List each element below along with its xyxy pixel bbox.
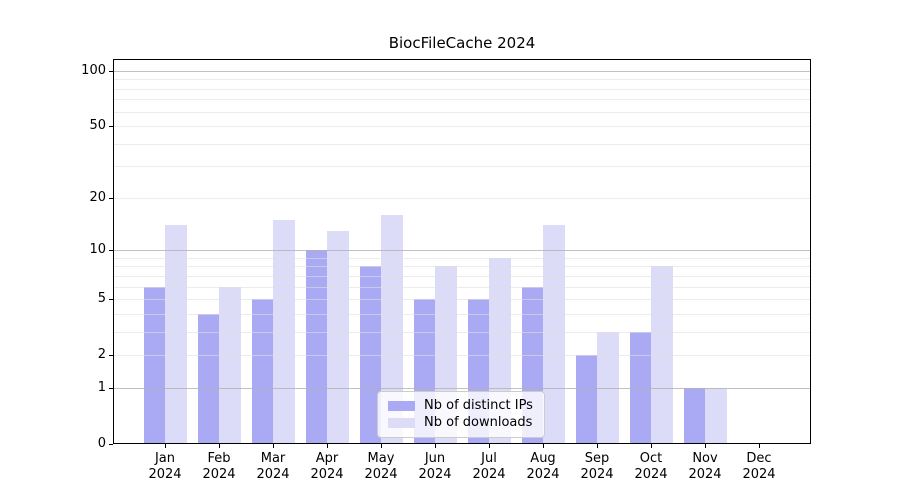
y-tick-mark-100 — [109, 70, 113, 72]
gridline-minor-90 — [113, 79, 811, 81]
gridline-minor-60 — [113, 111, 811, 113]
x-tick-mark-nov — [705, 444, 706, 448]
gridline-minor-5 — [113, 299, 811, 301]
bar-distinct-ips-nov — [683, 387, 705, 444]
y-tick-label-1: 1 — [97, 380, 106, 395]
bar-downloads-aug — [543, 225, 565, 444]
y-tick-label-50: 50 — [89, 118, 106, 134]
legend-item-distinct-ips: Nb of distinct IPs — [378, 397, 544, 414]
y-tick-label-10: 10 — [89, 242, 106, 258]
y-tick-mark-1 — [109, 388, 113, 389]
x-tick-label-jun: Jun 2024 — [418, 451, 452, 482]
x-tick-mark-oct — [651, 444, 652, 448]
y-tick-label-5: 5 — [97, 291, 106, 307]
bar-distinct-ips-jan — [143, 286, 165, 444]
x-tick-mark-dec — [759, 444, 760, 448]
bar-distinct-ips-feb — [197, 313, 219, 444]
x-tick-label-nov: Nov 2024 — [688, 451, 722, 482]
chart-title: BiocFileCache 2024 — [388, 34, 536, 52]
legend-item-downloads: Nb of downloads — [378, 414, 544, 431]
gridline-minor-20 — [113, 197, 811, 199]
legend: Nb of distinct IPs Nb of downloads — [377, 391, 545, 438]
legend-swatch-distinct-ips — [388, 400, 415, 411]
legend-swatch-downloads — [388, 417, 415, 428]
bar-downloads-jan — [165, 225, 187, 444]
gridline-minor-70 — [113, 99, 811, 101]
gridline-minor-50 — [113, 126, 811, 128]
gridline-minor-2 — [113, 355, 811, 357]
x-tick-label-may: May 2024 — [364, 451, 398, 482]
x-tick-mark-jan — [165, 444, 166, 448]
bar-distinct-ips-mar — [251, 299, 273, 444]
gridline-minor-4 — [113, 313, 811, 315]
y-tick-mark-2 — [109, 355, 113, 357]
y-tick-mark-50 — [109, 126, 113, 128]
gridline-minor-9 — [113, 257, 811, 259]
x-tick-mark-mar — [273, 444, 274, 448]
bar-distinct-ips-apr — [305, 250, 327, 444]
gridline-minor-6 — [113, 286, 811, 288]
gridline-major-10 — [113, 250, 811, 252]
bar-downloads-sep — [597, 331, 619, 444]
y-tick-label-100: 100 — [81, 62, 106, 78]
y-tick-mark-20 — [109, 197, 113, 199]
gridline-minor-80 — [113, 88, 811, 90]
y-tick-label-2: 2 — [97, 347, 106, 363]
x-tick-mark-aug — [543, 444, 544, 448]
x-tick-label-oct: Oct 2024 — [634, 451, 668, 482]
gridlines-layer — [113, 59, 811, 444]
plot-area: Nb of distinct IPs Nb of downloads — [113, 59, 811, 444]
legend-label-distinct-ips: Nb of distinct IPs — [424, 398, 533, 413]
x-tick-label-sep: Sep 2024 — [580, 451, 614, 482]
bar-downloads-nov — [705, 387, 727, 444]
x-tick-label-feb: Feb 2024 — [202, 451, 236, 482]
x-tick-mark-jul — [489, 444, 490, 448]
x-tick-mark-may — [381, 444, 382, 448]
x-tick-label-aug: Aug 2024 — [526, 451, 560, 482]
gridline-major-100 — [113, 70, 811, 72]
gridline-minor-7 — [113, 275, 811, 277]
bar-downloads-apr — [327, 230, 349, 444]
x-tick-label-jan: Jan 2024 — [148, 451, 182, 482]
gridline-minor-8 — [113, 266, 811, 268]
gridline-minor-3 — [113, 331, 811, 333]
x-tick-mark-feb — [219, 444, 220, 448]
y-tick-mark-0 — [109, 444, 113, 445]
y-tick-label-0: 0 — [97, 436, 106, 451]
gridline-minor-30 — [113, 166, 811, 168]
x-tick-label-apr: Apr 2024 — [310, 451, 344, 482]
gridline-major-1 — [113, 388, 811, 389]
legend-label-downloads: Nb of downloads — [424, 415, 533, 430]
gridline-minor-40 — [113, 143, 811, 145]
bar-downloads-feb — [219, 286, 241, 444]
x-tick-label-dec: Dec 2024 — [742, 451, 776, 482]
y-tick-label-20: 20 — [89, 189, 106, 205]
x-tick-mark-apr — [327, 444, 328, 448]
bar-downloads-may — [381, 214, 403, 444]
x-tick-label-jul: Jul 2024 — [472, 451, 506, 482]
y-tick-mark-5 — [109, 299, 113, 301]
x-tick-label-mar: Mar 2024 — [256, 451, 290, 482]
x-tick-mark-sep — [597, 444, 598, 448]
y-tick-mark-10 — [109, 250, 113, 252]
bar-distinct-ips-sep — [575, 355, 597, 444]
bar-distinct-ips-oct — [629, 331, 651, 444]
x-tick-mark-jun — [435, 444, 436, 448]
